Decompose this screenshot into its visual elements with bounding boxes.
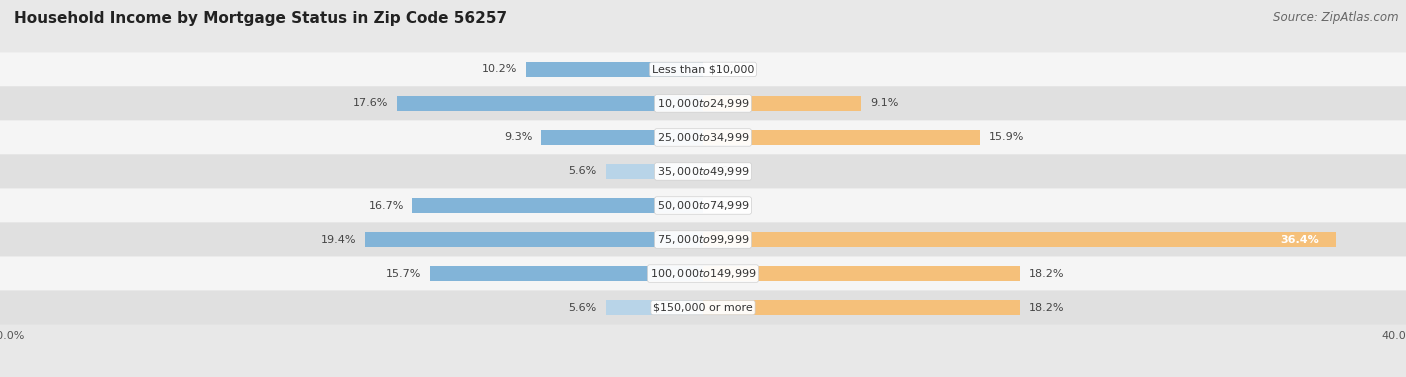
Bar xyxy=(606,164,703,179)
Bar xyxy=(396,96,703,110)
Text: $100,000 to $149,999: $100,000 to $149,999 xyxy=(650,267,756,280)
Bar xyxy=(703,96,862,110)
Text: $75,000 to $99,999: $75,000 to $99,999 xyxy=(657,233,749,246)
Text: 0.0%: 0.0% xyxy=(711,64,740,74)
Text: $150,000 or more: $150,000 or more xyxy=(654,303,752,313)
FancyBboxPatch shape xyxy=(0,222,1406,256)
Bar xyxy=(703,300,1019,315)
Text: Source: ZipAtlas.com: Source: ZipAtlas.com xyxy=(1274,11,1399,24)
Bar xyxy=(703,232,1336,247)
Bar xyxy=(430,267,703,281)
FancyBboxPatch shape xyxy=(0,155,1406,188)
Text: $35,000 to $49,999: $35,000 to $49,999 xyxy=(657,165,749,178)
Bar xyxy=(526,62,703,77)
Bar xyxy=(703,267,1019,281)
FancyBboxPatch shape xyxy=(0,256,1406,291)
FancyBboxPatch shape xyxy=(0,86,1406,121)
Text: 17.6%: 17.6% xyxy=(353,98,388,109)
Bar xyxy=(703,130,980,145)
Text: $25,000 to $34,999: $25,000 to $34,999 xyxy=(657,131,749,144)
Text: 0.0%: 0.0% xyxy=(711,201,740,210)
Text: 10.2%: 10.2% xyxy=(481,64,517,74)
Text: 9.1%: 9.1% xyxy=(870,98,898,109)
Text: 18.2%: 18.2% xyxy=(1028,268,1064,279)
FancyBboxPatch shape xyxy=(0,291,1406,325)
FancyBboxPatch shape xyxy=(0,121,1406,155)
Text: $50,000 to $74,999: $50,000 to $74,999 xyxy=(657,199,749,212)
Text: 36.4%: 36.4% xyxy=(1281,234,1319,245)
Text: 15.9%: 15.9% xyxy=(988,132,1024,143)
Bar xyxy=(606,300,703,315)
Text: 18.2%: 18.2% xyxy=(1028,303,1064,313)
Text: $10,000 to $24,999: $10,000 to $24,999 xyxy=(657,97,749,110)
Text: 0.0%: 0.0% xyxy=(711,167,740,176)
Bar xyxy=(412,198,703,213)
Text: 19.4%: 19.4% xyxy=(321,234,357,245)
Text: 15.7%: 15.7% xyxy=(385,268,422,279)
Bar xyxy=(541,130,703,145)
Text: Less than $10,000: Less than $10,000 xyxy=(652,64,754,74)
Text: Household Income by Mortgage Status in Zip Code 56257: Household Income by Mortgage Status in Z… xyxy=(14,11,508,26)
Bar xyxy=(366,232,703,247)
Text: 9.3%: 9.3% xyxy=(505,132,533,143)
Text: 5.6%: 5.6% xyxy=(568,303,598,313)
FancyBboxPatch shape xyxy=(0,52,1406,86)
FancyBboxPatch shape xyxy=(0,188,1406,222)
Text: 16.7%: 16.7% xyxy=(368,201,404,210)
Text: 5.6%: 5.6% xyxy=(568,167,598,176)
